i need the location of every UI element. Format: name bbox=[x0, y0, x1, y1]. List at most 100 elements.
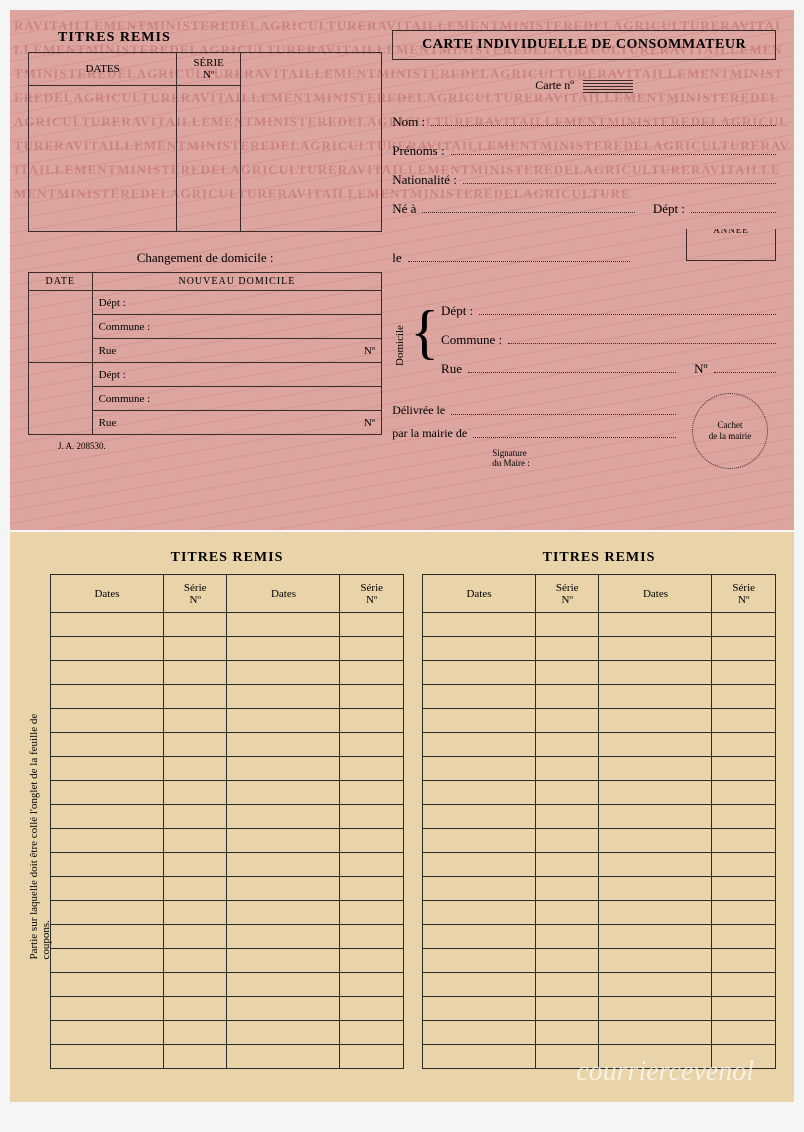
table-row bbox=[423, 925, 776, 949]
changement-heading: Changement de domicile : bbox=[28, 250, 382, 266]
cell-blank bbox=[712, 709, 776, 733]
table-row bbox=[51, 1021, 404, 1045]
delivery-section: Cachet de la mairie Délivrée le par la m… bbox=[392, 403, 776, 469]
cell-rue-2: Rue Nº bbox=[92, 411, 382, 435]
cell-blank bbox=[599, 925, 712, 949]
cell-blank bbox=[227, 901, 340, 925]
remis-table-left: Dates Série Nº Dates Série Nº bbox=[50, 574, 404, 1069]
cell-blank bbox=[51, 973, 164, 997]
cell-dept-1: Dépt : bbox=[92, 291, 382, 315]
cell-blank bbox=[51, 901, 164, 925]
cell-blank bbox=[535, 709, 599, 733]
cell-blank bbox=[340, 901, 404, 925]
cell-blank bbox=[51, 949, 164, 973]
cell-blank bbox=[712, 781, 776, 805]
cell-blank bbox=[163, 685, 227, 709]
cell-blank bbox=[51, 637, 164, 661]
cell-blank bbox=[51, 997, 164, 1021]
cell-blank bbox=[423, 661, 536, 685]
cell-blank bbox=[51, 877, 164, 901]
cell-blank bbox=[227, 709, 340, 733]
cell-blank bbox=[535, 1021, 599, 1045]
cell-blank bbox=[51, 709, 164, 733]
header-serie: Série Nº bbox=[535, 575, 599, 613]
cell-blank bbox=[712, 685, 776, 709]
cell-blank bbox=[712, 853, 776, 877]
header-serie: Série Nº bbox=[163, 575, 227, 613]
cell-blank bbox=[340, 661, 404, 685]
cell-blank bbox=[29, 86, 177, 232]
cell-blank bbox=[163, 757, 227, 781]
cell-blank bbox=[227, 829, 340, 853]
cell-blank bbox=[51, 925, 164, 949]
cell-blank bbox=[423, 637, 536, 661]
left-column: TITRES REMIS DATES SÉRIE Nº Changement d… bbox=[28, 30, 382, 510]
cell-blank bbox=[599, 709, 712, 733]
cell-blank bbox=[227, 805, 340, 829]
table-row bbox=[423, 901, 776, 925]
cell-blank bbox=[599, 805, 712, 829]
cell-blank bbox=[423, 781, 536, 805]
cell-blank bbox=[712, 661, 776, 685]
cell-blank bbox=[163, 901, 227, 925]
cell-blank bbox=[163, 949, 227, 973]
cell-blank bbox=[227, 637, 340, 661]
cell-date-2 bbox=[29, 363, 93, 435]
table-row bbox=[423, 733, 776, 757]
remis-tbody-left bbox=[51, 613, 404, 1069]
cell-blank bbox=[535, 805, 599, 829]
cell-blank bbox=[163, 733, 227, 757]
header-serie: SÉRIE Nº bbox=[177, 53, 241, 86]
cell-blank bbox=[599, 685, 712, 709]
cell-blank bbox=[712, 949, 776, 973]
cell-blank bbox=[51, 661, 164, 685]
table-row bbox=[423, 781, 776, 805]
cell-blank bbox=[599, 901, 712, 925]
cell-blank bbox=[163, 781, 227, 805]
cell-blank bbox=[712, 1021, 776, 1045]
field-ne-a: Né à Dépt : bbox=[392, 200, 776, 217]
cell-blank bbox=[599, 973, 712, 997]
table-row bbox=[51, 829, 404, 853]
cell-blank bbox=[340, 781, 404, 805]
cell-blank bbox=[712, 757, 776, 781]
titres-remis-table: DATES SÉRIE Nº bbox=[28, 52, 382, 232]
cell-blank bbox=[535, 661, 599, 685]
field-dom-dept: Dépt : bbox=[441, 302, 776, 319]
side-instruction-text: Partie sur laquelle doit être collé l'on… bbox=[28, 675, 42, 960]
cell-blank bbox=[535, 685, 599, 709]
cell-blank bbox=[227, 757, 340, 781]
cell-blank bbox=[712, 829, 776, 853]
table-row bbox=[51, 685, 404, 709]
cell-blank bbox=[535, 757, 599, 781]
table-row bbox=[51, 661, 404, 685]
cell-blank bbox=[712, 973, 776, 997]
table-row bbox=[423, 805, 776, 829]
cell-blank bbox=[340, 637, 404, 661]
cell-blank bbox=[340, 997, 404, 1021]
table-row bbox=[51, 709, 404, 733]
cell-blank bbox=[423, 997, 536, 1021]
table-row bbox=[51, 949, 404, 973]
table-row bbox=[423, 637, 776, 661]
cell-blank bbox=[340, 853, 404, 877]
cell-blank bbox=[423, 901, 536, 925]
cell-blank bbox=[599, 1021, 712, 1045]
cell-blank bbox=[423, 805, 536, 829]
cell-blank bbox=[535, 949, 599, 973]
cell-blank bbox=[712, 925, 776, 949]
table-row bbox=[51, 973, 404, 997]
consumer-card-back: Partie sur laquelle doit être collé l'on… bbox=[10, 532, 794, 1102]
cell-blank bbox=[599, 613, 712, 637]
cell-blank bbox=[163, 997, 227, 1021]
table-row bbox=[51, 925, 404, 949]
table-row bbox=[51, 781, 404, 805]
header-dates: Dates bbox=[227, 575, 340, 613]
cell-dept-2: Dépt : bbox=[92, 363, 382, 387]
cell-blank bbox=[163, 877, 227, 901]
cell-blank bbox=[535, 853, 599, 877]
card-title: CARTE INDIVIDUELLE DE CONSOMMATEUR bbox=[392, 30, 776, 60]
cell-blank bbox=[163, 709, 227, 733]
cell-blank bbox=[340, 685, 404, 709]
cell-blank bbox=[535, 637, 599, 661]
